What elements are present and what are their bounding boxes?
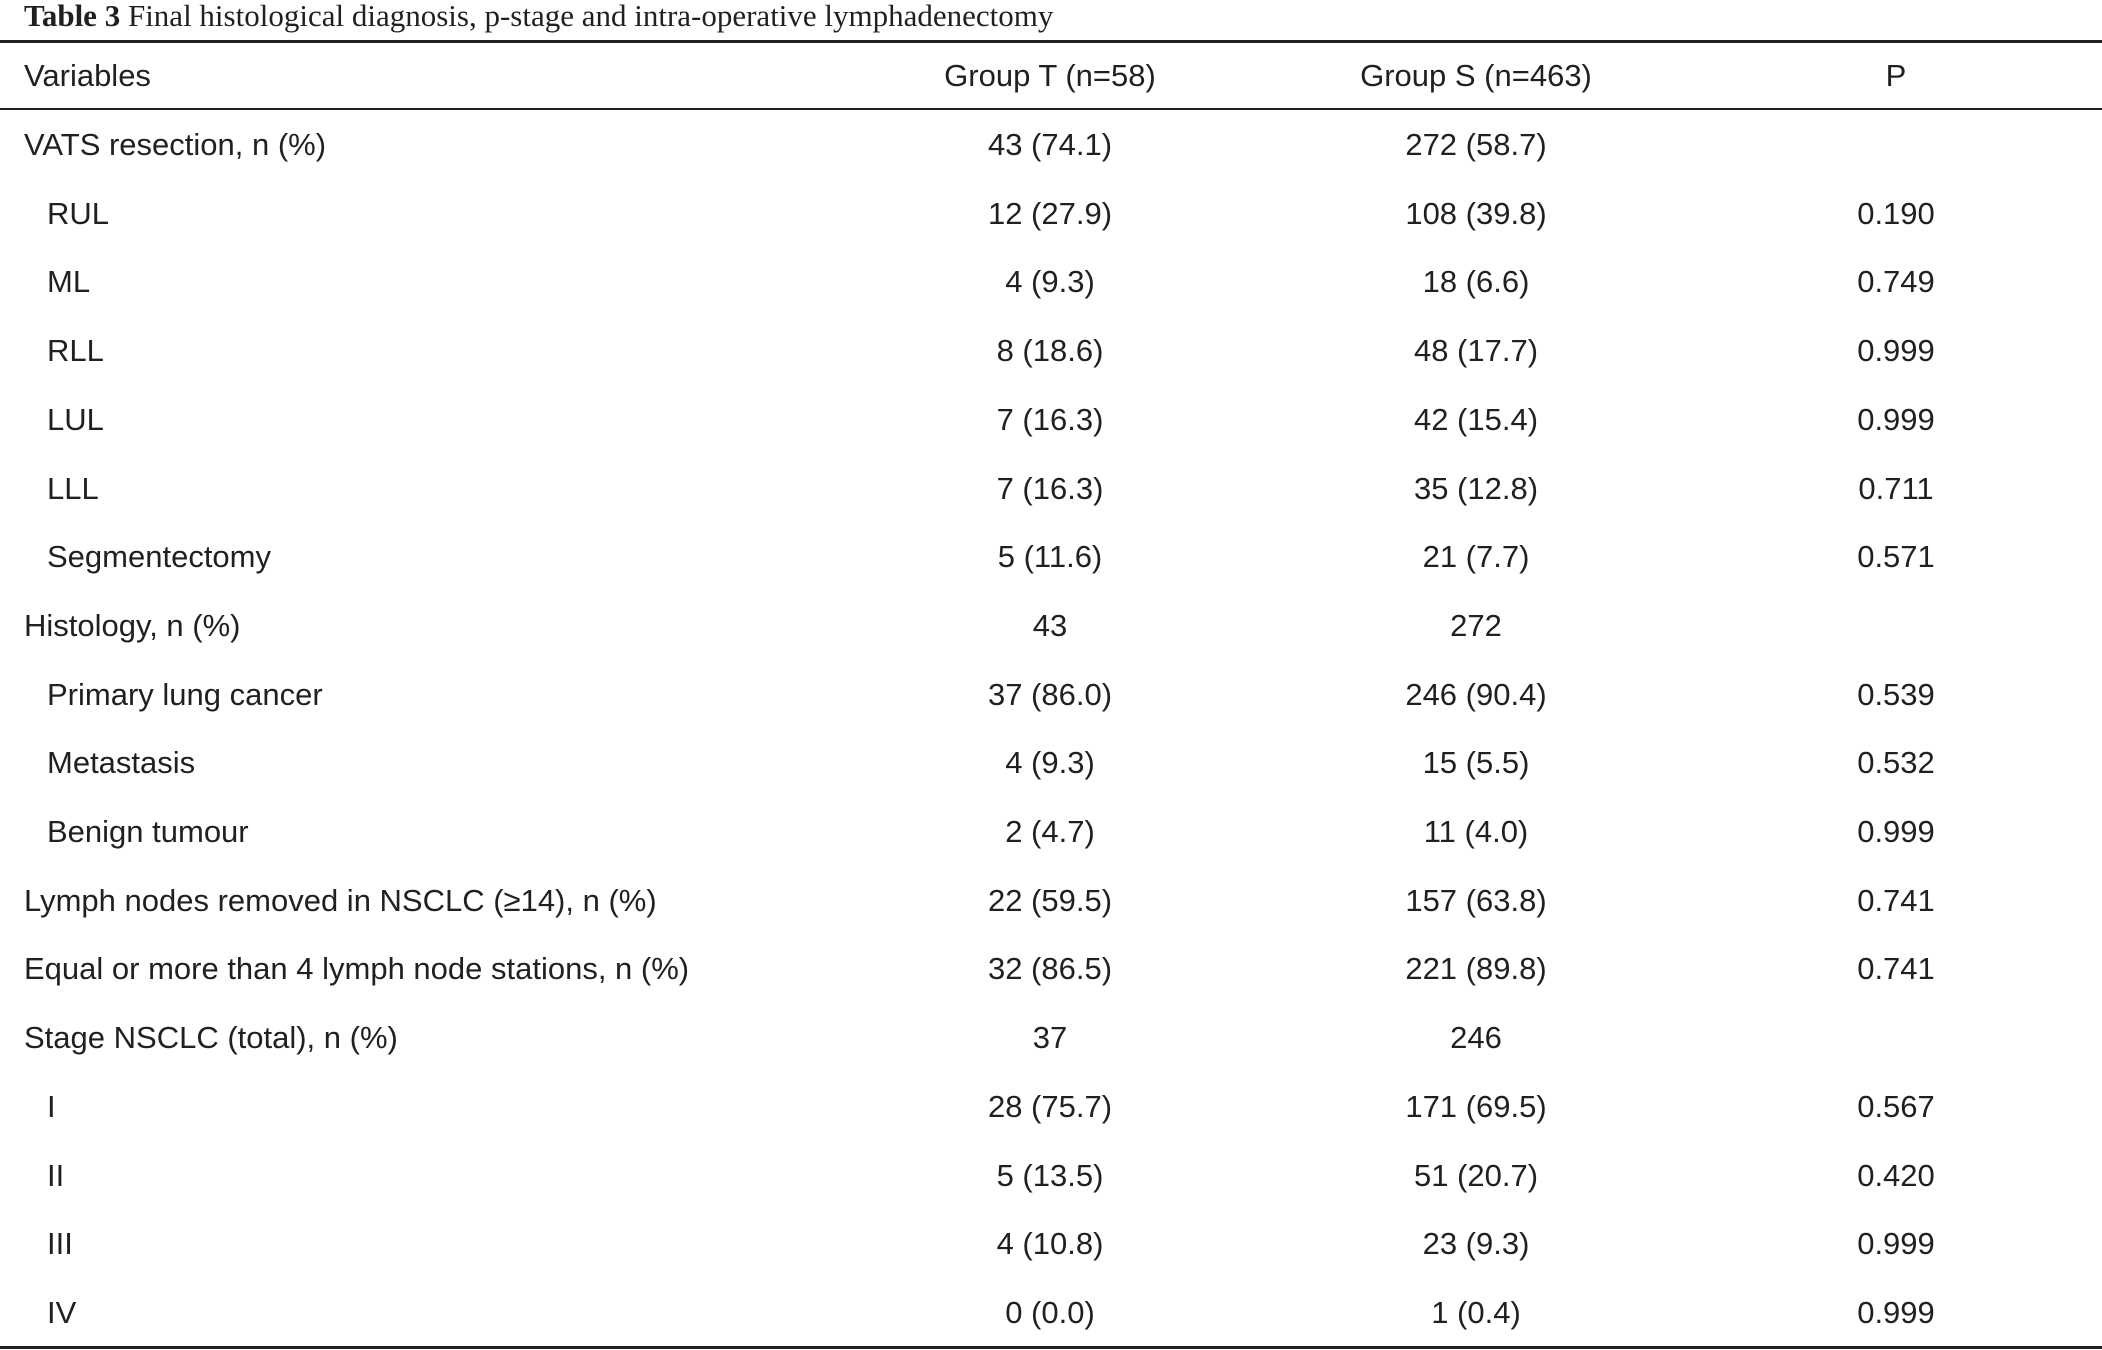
cell-p: 0.749 (1857, 264, 1935, 300)
cell-variable: LUL (47, 401, 104, 437)
cell-p: 0.571 (1857, 539, 1935, 575)
cell-variable: Benign tumour (47, 814, 249, 849)
table-row: LUL 7 (16.3) 42 (15.4) 0.999 (0, 386, 2102, 454)
table-row: Segmentectomy 5 (11.6) 21 (7.7) 0.571 (0, 523, 2102, 591)
cell-group-s: 15 (5.5) (1422, 745, 1530, 781)
cell-variable: Primary lung cancer (47, 676, 323, 712)
table-row: Stage NSCLC (total), n (%) 37 246 (0, 1004, 2102, 1072)
table-caption-text: Final histological diagnosis, p-stage an… (127, 0, 1054, 33)
cell-group-s: 35 (12.8) (1413, 470, 1539, 506)
cell-group-s: 108 (39.8) (1405, 195, 1547, 231)
cell-p: 0.741 (1857, 882, 1935, 918)
cell-p: 0.532 (1857, 745, 1935, 781)
cell-group-s: 246 (90.4) (1405, 676, 1547, 712)
cell-variable: Equal or more than 4 lymph node stations… (24, 951, 690, 987)
cell-group-t: 22 (59.5) (987, 882, 1113, 918)
top-rule (0, 40, 2102, 43)
cell-group-t: 32 (86.5) (987, 951, 1113, 987)
table-row: RLL 8 (18.6) 48 (17.7) 0.999 (0, 317, 2102, 385)
cell-group-s: 1 (0.4) (1431, 1294, 1521, 1330)
cell-group-t: 5 (11.6) (997, 539, 1103, 575)
cell-group-s: 272 (58.7) (1405, 127, 1547, 162)
cell-p: 0.741 (1857, 951, 1935, 987)
cell-group-t: 37 (1032, 1020, 1068, 1056)
cell-variable: RLL (47, 333, 104, 369)
cell-group-t: 4 (9.3) (1005, 745, 1095, 781)
header-variables: Variables (24, 58, 151, 93)
cell-group-t: 4 (9.3) (1005, 264, 1095, 300)
header-group-t: Group T (n=58) (944, 58, 1156, 93)
cell-group-t: 8 (18.6) (996, 333, 1104, 369)
cell-group-s: 171 (69.5) (1405, 1088, 1547, 1124)
cell-p: 0.420 (1857, 1157, 1935, 1193)
cell-p: 0.999 (1857, 401, 1935, 437)
cell-group-t: 43 (74.1) (987, 127, 1113, 162)
cell-variable: I (47, 1088, 56, 1124)
table-caption: Table 3 Final histological diagnosis, p-… (24, 0, 1053, 40)
cell-p: 0.999 (1857, 1226, 1935, 1262)
table-row: Lymph nodes removed in NSCLC (≥14), n (%… (0, 867, 2102, 935)
cell-group-t: 43 (1032, 607, 1068, 643)
cell-group-s: 157 (63.8) (1405, 882, 1547, 918)
cell-group-s: 272 (1450, 607, 1502, 643)
table-row: Metastasis 4 (9.3) 15 (5.5) 0.532 (0, 729, 2102, 797)
cell-group-t: 2 (4.7) (1005, 814, 1095, 849)
cell-variable: IV (47, 1294, 77, 1330)
table-row: VATS resection, n (%) 43 (74.1) 272 (58.7) (0, 111, 2102, 179)
table-row: Equal or more than 4 lymph node stations… (0, 935, 2102, 1003)
cell-variable: VATS resection, n (%) (24, 127, 327, 162)
header-group-s: Group S (n=463) (1360, 58, 1592, 93)
cell-group-t: 0 (0.0) (1005, 1294, 1095, 1330)
cell-p: 0.539 (1857, 676, 1935, 712)
cell-group-t: 28 (75.7) (987, 1088, 1113, 1124)
table-row: LLL 7 (16.3) 35 (12.8) 0.711 (0, 455, 2102, 523)
cell-variable: ML (47, 264, 91, 300)
table-row: RUL 12 (27.9) 108 (39.8) 0.190 (0, 180, 2102, 248)
cell-variable: Segmentectomy (47, 539, 271, 575)
cell-group-s: 18 (6.6) (1422, 264, 1530, 300)
cell-p: 0.999 (1857, 814, 1935, 849)
cell-group-t: 37 (86.0) (987, 676, 1113, 712)
cell-variable: Stage NSCLC (total), n (%) (24, 1020, 398, 1056)
cell-variable: LLL (47, 470, 99, 506)
table-row: ML 4 (9.3) 18 (6.6) 0.749 (0, 248, 2102, 316)
cell-group-s: 21 (7.7) (1422, 539, 1530, 575)
cell-variable: RUL (47, 195, 110, 231)
cell-group-s: 51 (20.7) (1413, 1157, 1539, 1193)
table-row: Benign tumour 2 (4.7) 11 (4.0) 0.999 (0, 798, 2102, 866)
cell-variable: III (47, 1226, 73, 1262)
cell-group-s: 23 (9.3) (1422, 1226, 1530, 1262)
cell-p: 0.190 (1857, 195, 1935, 231)
bottom-rule (0, 1346, 2102, 1349)
header-row: Variables Group T (n=58) Group S (n=463)… (0, 42, 2102, 110)
cell-p: 0.999 (1857, 1294, 1935, 1330)
cell-group-s: 221 (89.8) (1405, 951, 1547, 987)
cell-group-t: 7 (16.3) (996, 470, 1104, 506)
cell-group-s: 11 (4.0) (1423, 814, 1529, 849)
cell-variable: Metastasis (47, 745, 196, 781)
cell-p: 0.711 (1858, 470, 1934, 506)
cell-variable: Lymph nodes removed in NSCLC (≥14), n (%… (24, 882, 657, 918)
cell-group-t: 5 (13.5) (996, 1157, 1104, 1193)
table-row: I 28 (75.7) 171 (69.5) 0.567 (0, 1073, 2102, 1141)
cell-group-t: 4 (10.8) (996, 1226, 1104, 1262)
header-rule (0, 108, 2102, 110)
cell-p: 0.999 (1857, 333, 1935, 369)
cell-variable: II (47, 1157, 65, 1193)
cell-variable: Histology, n (%) (24, 607, 241, 643)
cell-group-s: 48 (17.7) (1413, 333, 1539, 369)
table-row: Primary lung cancer 37 (86.0) 246 (90.4) 0.… (0, 661, 2102, 729)
cell-group-s: 246 (1450, 1020, 1502, 1056)
table-row: II 5 (13.5) 51 (20.7) 0.420 (0, 1142, 2102, 1210)
cell-group-s: 42 (15.4) (1413, 401, 1539, 437)
header-p: P (1885, 58, 1907, 93)
table-row: IV 0 (0.0) 1 (0.4) 0.999 (0, 1279, 2102, 1347)
cell-p: 0.567 (1857, 1088, 1935, 1124)
table-row: Histology, n (%) 43 272 (0, 592, 2102, 660)
table-caption-label: Table 3 (24, 0, 121, 33)
table-row: III 4 (10.8) 23 (9.3) 0.999 (0, 1210, 2102, 1278)
cell-group-t: 12 (27.9) (987, 195, 1113, 231)
cell-group-t: 7 (16.3) (996, 401, 1104, 437)
